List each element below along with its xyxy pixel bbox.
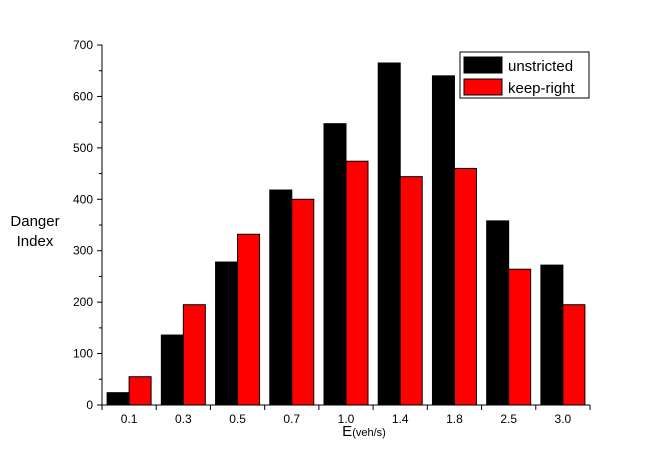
x-axis-label-unit: (veh/s)	[352, 427, 386, 439]
y-tick-label: 200	[73, 295, 93, 309]
legend-swatch-keep-right	[463, 78, 503, 96]
y-tick-label: 300	[73, 244, 93, 258]
x-axis-label: E(veh/s)	[342, 423, 386, 440]
bar-unstricted-3.0	[540, 264, 564, 406]
bar-keep-right-0.5	[237, 233, 261, 406]
y-tick-label: 400	[73, 192, 93, 206]
bar-unstricted-1.0	[323, 123, 347, 406]
legend-swatch-unstricted	[463, 56, 503, 74]
x-tick-label: 3.0	[555, 412, 572, 426]
x-axis-label-main: E	[342, 423, 352, 440]
legend-label-keep-right: keep-right	[508, 80, 576, 97]
y-ticks-group: 0 100 200 300 400 500 600 700	[73, 38, 102, 412]
x-tick-label: 1.0	[338, 412, 355, 426]
y-tick-label: 500	[73, 141, 93, 155]
bar-keep-right-2.5	[508, 268, 532, 406]
x-tick-label: 1.4	[392, 412, 409, 426]
y-tick-label: 600	[73, 89, 93, 103]
bar-keep-right-0.3	[182, 304, 206, 406]
x-tick-label: 0.7	[283, 412, 300, 426]
y-tick-label: 100	[73, 347, 93, 361]
bar-keep-right-0.7	[291, 198, 315, 406]
x-tick-label: 0.3	[175, 412, 192, 426]
bar-unstricted-0.1	[106, 392, 130, 406]
bar-keep-right-1.4	[399, 176, 423, 406]
bar-unstricted-1.8	[431, 75, 455, 406]
bar-keep-right-1.0	[345, 160, 369, 406]
bar-unstricted-0.5	[215, 261, 239, 406]
bar-unstricted-0.3	[160, 334, 184, 406]
x-tick-label: 0.1	[121, 412, 138, 426]
bar-unstricted-1.4	[377, 62, 401, 406]
x-tick-label: 2.5	[500, 412, 517, 426]
bar-keep-right-1.8	[453, 167, 477, 406]
bars-group	[106, 62, 586, 406]
x-tick-label: 0.5	[229, 412, 246, 426]
bar-keep-right-0.1	[128, 376, 152, 406]
x-tick-label: 1.8	[446, 412, 463, 426]
y-axis-label-line-1: Danger	[10, 213, 59, 230]
bar-unstricted-0.7	[269, 189, 293, 406]
legend: unstricted keep-right	[459, 51, 590, 99]
legend-label-unstricted: unstricted	[508, 58, 573, 75]
y-tick-label: 0	[86, 398, 93, 412]
y-tick-label: 700	[73, 38, 93, 52]
bar-keep-right-3.0	[562, 304, 586, 406]
x-ticks-group: 0.1 0.3 0.5 0.7 1.0 1.4 1.8 2.5 3.0	[101, 405, 591, 426]
y-axis-label-line-2: Index	[17, 233, 54, 250]
bar-unstricted-2.5	[486, 220, 510, 406]
